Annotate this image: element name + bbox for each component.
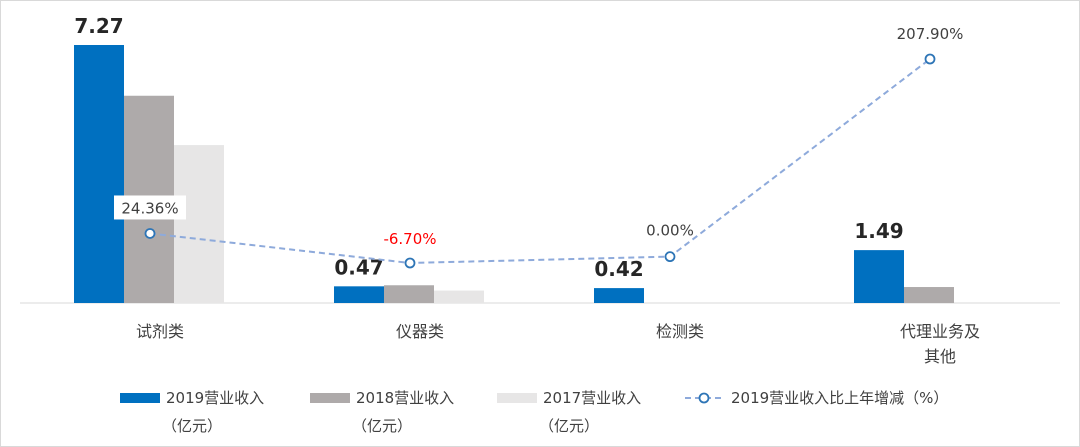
legend-swatch-3 — [497, 393, 537, 403]
bar-1-4 — [854, 250, 904, 303]
bar-value-label-3: 0.42 — [594, 257, 643, 281]
bar-3-1 — [174, 145, 224, 303]
bar-1-3 — [594, 288, 644, 303]
x-tick-label-3: 检测类 — [656, 322, 704, 341]
growth-label-3: 0.00% — [646, 222, 694, 240]
x-tick-label-4-1: 代理业务及 — [900, 322, 980, 341]
growth-label-2: -6.70% — [383, 230, 436, 248]
growth-label-1: 24.36% — [121, 199, 178, 217]
bar-3-2 — [434, 290, 484, 303]
x-tick-label-4-2: 其他 — [924, 347, 956, 366]
bar-value-label-1: 7.27 — [74, 14, 123, 38]
bar-1-2 — [334, 286, 384, 303]
legend-swatch-1 — [120, 393, 160, 403]
bar-1-1 — [74, 45, 124, 303]
legend-swatch-2 — [310, 393, 350, 403]
legend-unit-2: （亿元） — [352, 417, 412, 435]
legend-label-1: 2019营业收入 — [166, 389, 264, 407]
growth-point-2 — [404, 257, 416, 269]
bar-value-label-2: 0.47 — [334, 255, 383, 279]
legend-unit-1: （亿元） — [162, 417, 222, 435]
growth-point-4 — [924, 53, 936, 65]
legend-unit-3: （亿元） — [539, 417, 599, 435]
growth-point-1 — [144, 228, 156, 239]
bar-value-label-4: 1.49 — [854, 219, 903, 243]
legend-label-4: 2019营业收入比上年增减（%） — [731, 389, 948, 407]
growth-label-4: 207.90% — [897, 25, 964, 43]
legend-label-3: 2017营业收入 — [543, 389, 641, 407]
legend-label-2: 2018营业收入 — [356, 389, 454, 407]
legend-line-marker — [698, 392, 710, 404]
growth-line — [149, 58, 931, 265]
growth-label-bg-1 — [114, 195, 186, 220]
bar-2-4 — [904, 287, 954, 303]
x-tick-label-1: 试剂类 — [136, 322, 184, 341]
bar-2-2 — [384, 285, 434, 303]
x-tick-label-2: 仪器类 — [396, 322, 444, 341]
growth-point-3 — [664, 251, 676, 263]
